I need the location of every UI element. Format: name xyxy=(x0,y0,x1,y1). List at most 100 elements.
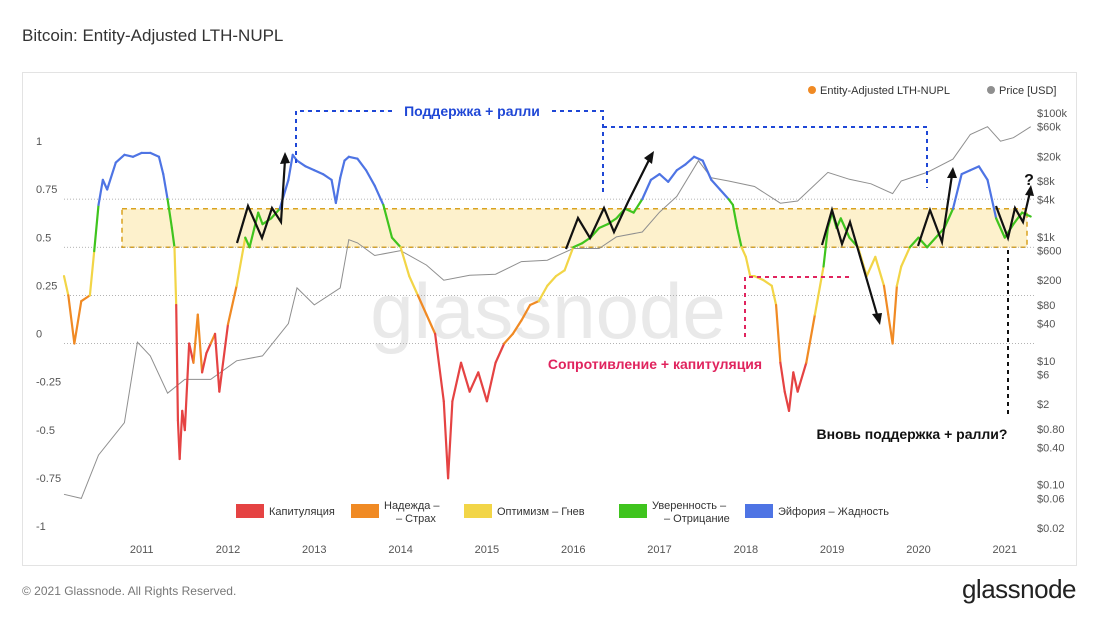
left-tick-label: -1 xyxy=(36,521,46,533)
nupl-segment xyxy=(528,300,540,307)
nupl-segment xyxy=(248,211,260,249)
resistance-capitulation-label: Сопротивление + капитуляция xyxy=(548,356,762,372)
nupl-segment xyxy=(900,246,911,268)
chart-panel xyxy=(22,72,1077,566)
legend-price-dot xyxy=(987,86,995,94)
legend-label: Эйфория – Жадность xyxy=(778,506,889,518)
nupl-segment xyxy=(218,323,230,393)
nupl-segment xyxy=(787,371,795,412)
support-rally-again-label: Вновь поддержка + ралли? xyxy=(817,426,1008,442)
nupl-segment xyxy=(382,203,394,239)
nupl-segment xyxy=(969,165,980,172)
nupl-segment xyxy=(178,409,184,461)
nupl-segment xyxy=(1020,211,1032,218)
nupl-segment xyxy=(183,342,191,432)
legend-swatch xyxy=(464,504,492,518)
x-tick-label: 2016 xyxy=(561,544,585,556)
nupl-segment xyxy=(951,173,963,210)
nupl-segment xyxy=(330,178,337,205)
phase-legend: Капитуляция Надежда –– Страх Оптимизм – Гн… xyxy=(236,500,889,525)
legend-label: Оптимизм – Гнев xyxy=(497,506,585,518)
legend-swatch xyxy=(745,504,773,518)
arrow-2020 xyxy=(916,174,954,247)
nupl-segment xyxy=(796,361,808,393)
glassnode-logo: glassnode xyxy=(961,574,1077,604)
nupl-segment xyxy=(692,155,704,162)
nupl-segment xyxy=(235,236,247,287)
x-tick-label: 2017 xyxy=(647,544,671,556)
x-tick-label: 2014 xyxy=(388,544,412,556)
arrow-2019 xyxy=(820,206,880,319)
right-tick-label: $20k xyxy=(1037,151,1061,163)
nupl-segment xyxy=(822,226,829,268)
nupl-segment xyxy=(926,236,937,249)
nupl-segment xyxy=(399,246,411,278)
right-tick-label: $40 xyxy=(1037,319,1055,331)
nupl-segment xyxy=(287,153,294,181)
nupl-segment xyxy=(874,255,886,287)
nupl-segment xyxy=(80,294,91,303)
nupl-segment xyxy=(442,400,450,480)
nupl-segment xyxy=(356,157,368,172)
nupl-segment xyxy=(727,198,735,206)
right-tick-label: $60k xyxy=(1037,122,1061,134)
nupl-segment xyxy=(101,178,109,191)
nupl-segment xyxy=(580,236,592,245)
nupl-segment xyxy=(334,176,342,205)
nupl-segment xyxy=(304,165,316,172)
nupl-segment xyxy=(173,246,178,307)
right-tick-label: $0.10 xyxy=(1037,480,1065,492)
nupl-segment xyxy=(503,332,514,345)
x-tick-label: 2015 xyxy=(475,544,499,556)
right-tick-label: $600 xyxy=(1037,246,1061,258)
nupl-segment xyxy=(995,217,1006,239)
nupl-segment xyxy=(632,198,644,214)
nupl-segment xyxy=(364,169,376,187)
arrow-2013 xyxy=(235,159,287,244)
nupl-segment xyxy=(839,217,851,239)
nupl-segment xyxy=(675,163,687,172)
nupl-segment xyxy=(537,284,549,303)
nupl-segment xyxy=(175,303,180,422)
nupl-segment xyxy=(770,284,778,307)
nupl-segment xyxy=(598,223,609,230)
nupl-segment xyxy=(157,155,165,176)
nupl-segment xyxy=(62,275,70,297)
left-tick-label: -0.75 xyxy=(36,473,61,485)
nupl-segment xyxy=(192,313,199,364)
nupl-segment xyxy=(774,303,782,364)
nupl-segment xyxy=(93,203,100,253)
nupl-segment xyxy=(446,400,454,480)
nupl-segment xyxy=(347,155,359,160)
nupl-segment xyxy=(792,371,799,393)
right-tick-label: $0.80 xyxy=(1037,424,1065,436)
nupl-segment xyxy=(257,211,264,226)
legend-swatch xyxy=(236,504,264,518)
nupl-segment xyxy=(960,169,972,176)
nupl-segment xyxy=(805,313,817,364)
arrowhead-2020 xyxy=(947,167,957,178)
right-axis: $100k $60k $20k $8k $4k $1k $600 $200 $80 $40 $10 $… xyxy=(1037,108,1067,535)
nupl-segment xyxy=(477,371,489,403)
watermark-text: glassnode xyxy=(370,267,726,355)
nupl-segment xyxy=(295,159,307,168)
nupl-segment xyxy=(149,151,161,158)
arrow-heads xyxy=(280,151,1034,325)
nupl-segment xyxy=(170,226,176,249)
nupl-segment xyxy=(977,165,989,181)
resistance-bracket xyxy=(744,276,849,340)
nupl-segment xyxy=(459,361,471,393)
support-rally-label: Поддержка + ралли xyxy=(404,103,540,119)
left-tick-label: 0.75 xyxy=(36,184,57,196)
right-tick-label: $0.06 xyxy=(1037,493,1065,505)
arrow-2021 xyxy=(994,191,1032,242)
nupl-segment xyxy=(511,319,523,335)
legend-label: Капитуляция xyxy=(269,506,335,518)
nupl-segment xyxy=(494,342,506,364)
question-mark: ? xyxy=(1024,172,1034,189)
arrowhead-2013 xyxy=(280,152,290,164)
right-tick-label: $10 xyxy=(1037,356,1055,368)
nupl-segment xyxy=(986,178,998,220)
nupl-segment xyxy=(321,173,333,181)
nupl-segment xyxy=(731,203,739,230)
